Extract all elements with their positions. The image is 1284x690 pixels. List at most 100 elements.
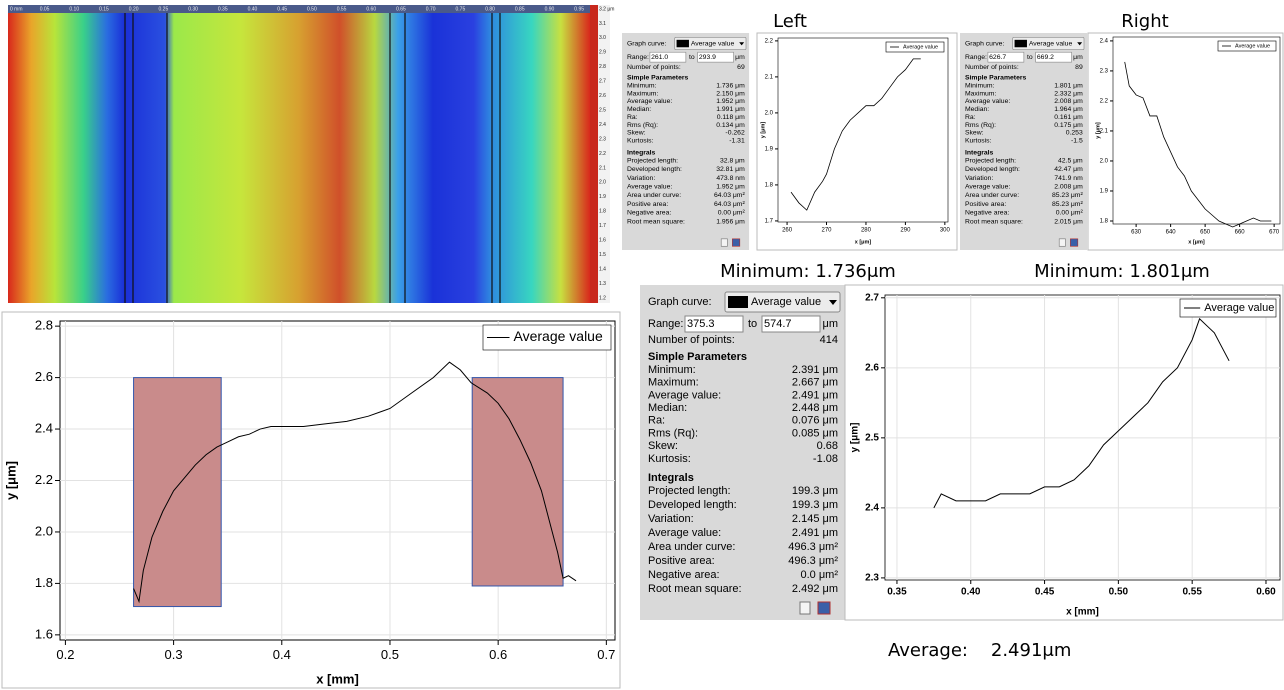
panel-text: 0.175 μm [1054, 122, 1083, 129]
panel-text: 0.076 μm [792, 415, 838, 427]
panel-text: Simple Parameters [965, 74, 1027, 81]
save-icon [732, 238, 741, 247]
panel-text: 293.9 [699, 54, 716, 61]
panel-text: Maximum: [627, 90, 659, 97]
panel-text: 199.3 μm [792, 499, 838, 511]
panel-text: -1.31 [729, 138, 745, 145]
panel-background [640, 285, 845, 620]
panel-text: to [1027, 54, 1033, 61]
panel-text: Graph curve: [627, 40, 666, 47]
panel-text: 85.23 μm² [1052, 192, 1084, 199]
panel-text: 69 [737, 64, 745, 71]
range-input [697, 51, 734, 63]
panel-text: Rms (Rq): [627, 122, 658, 129]
panel-text: Range: [627, 54, 649, 61]
panel-text: Integrals [627, 149, 656, 156]
y-tick-label: 2.7 [865, 292, 879, 303]
heatmap-x-tick-label: 0.55 [337, 6, 347, 12]
colorbar-tick-label: 2.8 [599, 64, 606, 70]
panel-text: Variation: [627, 175, 655, 182]
panel-text: Range: [965, 54, 987, 61]
heatmap-x-tick-label: 0.65 [396, 6, 406, 12]
panel-text: 496.3 μm² [788, 555, 838, 567]
y-tick-label: 2.4 [1100, 38, 1109, 44]
colorbar-tick-label: 1.7 [599, 223, 606, 229]
panel-text: 375.3 [687, 318, 715, 330]
panel-text: 2.015 μm [1054, 218, 1083, 225]
x-tick-label: 0.6 [489, 647, 507, 662]
curve-swatch [728, 296, 748, 308]
panel-text: to [689, 54, 695, 61]
heatmap-x-tick-label: 0.10 [69, 6, 79, 12]
x-axis-label: x [mm] [1066, 607, 1099, 618]
panel-text: Maximum: [648, 377, 699, 389]
panel-text: 2.145 μm [792, 513, 838, 525]
panel-text: 199.3 μm [792, 485, 838, 497]
panel-text: Projected length: [627, 158, 678, 165]
x-tick-label: 0.60 [1256, 587, 1276, 598]
parameter-panel: Graph curve: Average value Range: 626.7 to 66… [960, 33, 1088, 250]
panel-text: Rms (Rq): [965, 122, 996, 129]
panel-background [960, 33, 1088, 250]
panel-text: Area under curve: [648, 541, 735, 553]
colorbar-tick-label: 2.7 [599, 79, 606, 85]
panel-text: 414 [820, 334, 838, 346]
y-tick-label: 1.8 [765, 182, 774, 188]
colorbar-tick-label: 1.5 [599, 252, 606, 258]
x-tick-label: 650 [1200, 229, 1211, 235]
panel-background [622, 33, 750, 250]
panel-text: Positive area: [627, 201, 668, 208]
heatmap-x-tick-label: 0.85 [515, 6, 525, 12]
panel-text: Average value [1029, 40, 1073, 47]
heatmap-x-tick-label: 0.15 [99, 6, 109, 12]
x-tick-label: 0.35 [887, 587, 907, 598]
x-axis-label: x [mm] [316, 671, 359, 686]
curve-dropdown [674, 37, 747, 51]
caption: Average: 2.491μm [888, 640, 1071, 661]
panel-text: 32.8 μm [720, 158, 745, 165]
panel-text: 2.008 μm [1054, 184, 1083, 191]
panel-text: Projected length: [965, 158, 1016, 165]
panel-text: 89 [1075, 64, 1083, 71]
range-input [684, 315, 744, 333]
panel-text: 261.0 [651, 54, 668, 61]
panel-text: 2.491 μm [792, 389, 838, 401]
panel-text: 741.9 nm [1054, 175, 1083, 182]
heatmap-image [8, 5, 610, 303]
panel-text: 64.03 μm² [714, 192, 746, 199]
x-tick-label: 0.7 [597, 647, 615, 662]
caption: Minimum: 1.801μm [1034, 261, 1210, 282]
panel-text: Median: [965, 106, 989, 113]
x-tick-label: 0.55 [1182, 587, 1202, 598]
panel-text: Variation: [648, 513, 694, 525]
x-tick-label: 270 [822, 227, 833, 233]
colorbar-tick-label: 1.3 [599, 281, 606, 287]
panel-text: 626.7 [989, 54, 1006, 61]
panel-text: Skew: [648, 440, 678, 452]
panel-text: 2.332 μm [1054, 90, 1083, 97]
y-tick-label: 2.3 [1100, 68, 1109, 74]
profile-line [790, 58, 921, 211]
panel-text: -1.08 [813, 453, 838, 465]
heatmap-x-tick-label: 0.25 [159, 6, 169, 12]
panel-text: Average value [691, 40, 735, 47]
y-tick-label: 2.8 [35, 318, 53, 333]
x-tick-label: 260 [782, 227, 793, 233]
panel-text: Minimum: [648, 364, 696, 376]
panel-text: Root mean square: [965, 218, 1023, 225]
colorbar-tick-label: 2.9 [599, 50, 606, 56]
panel-text: 64.03 μm² [714, 201, 746, 208]
y-tick-label: 1.9 [765, 146, 774, 152]
panel-text: μm [735, 54, 745, 61]
panel-text: Average value: [627, 184, 672, 191]
panel-text: Integrals [648, 472, 694, 484]
heatmap-x-tick-label: 0.20 [129, 6, 139, 12]
panel-text: Minimum: [627, 82, 657, 89]
heatmap-x-tick-label: 0.45 [277, 6, 287, 12]
plot-area [777, 37, 949, 223]
x-tick-label: 640 [1166, 229, 1177, 235]
panel-text: Skew: [627, 130, 646, 137]
y-axis-label: y [μm] [3, 461, 18, 500]
panel-text: 1.956 μm [716, 218, 745, 225]
